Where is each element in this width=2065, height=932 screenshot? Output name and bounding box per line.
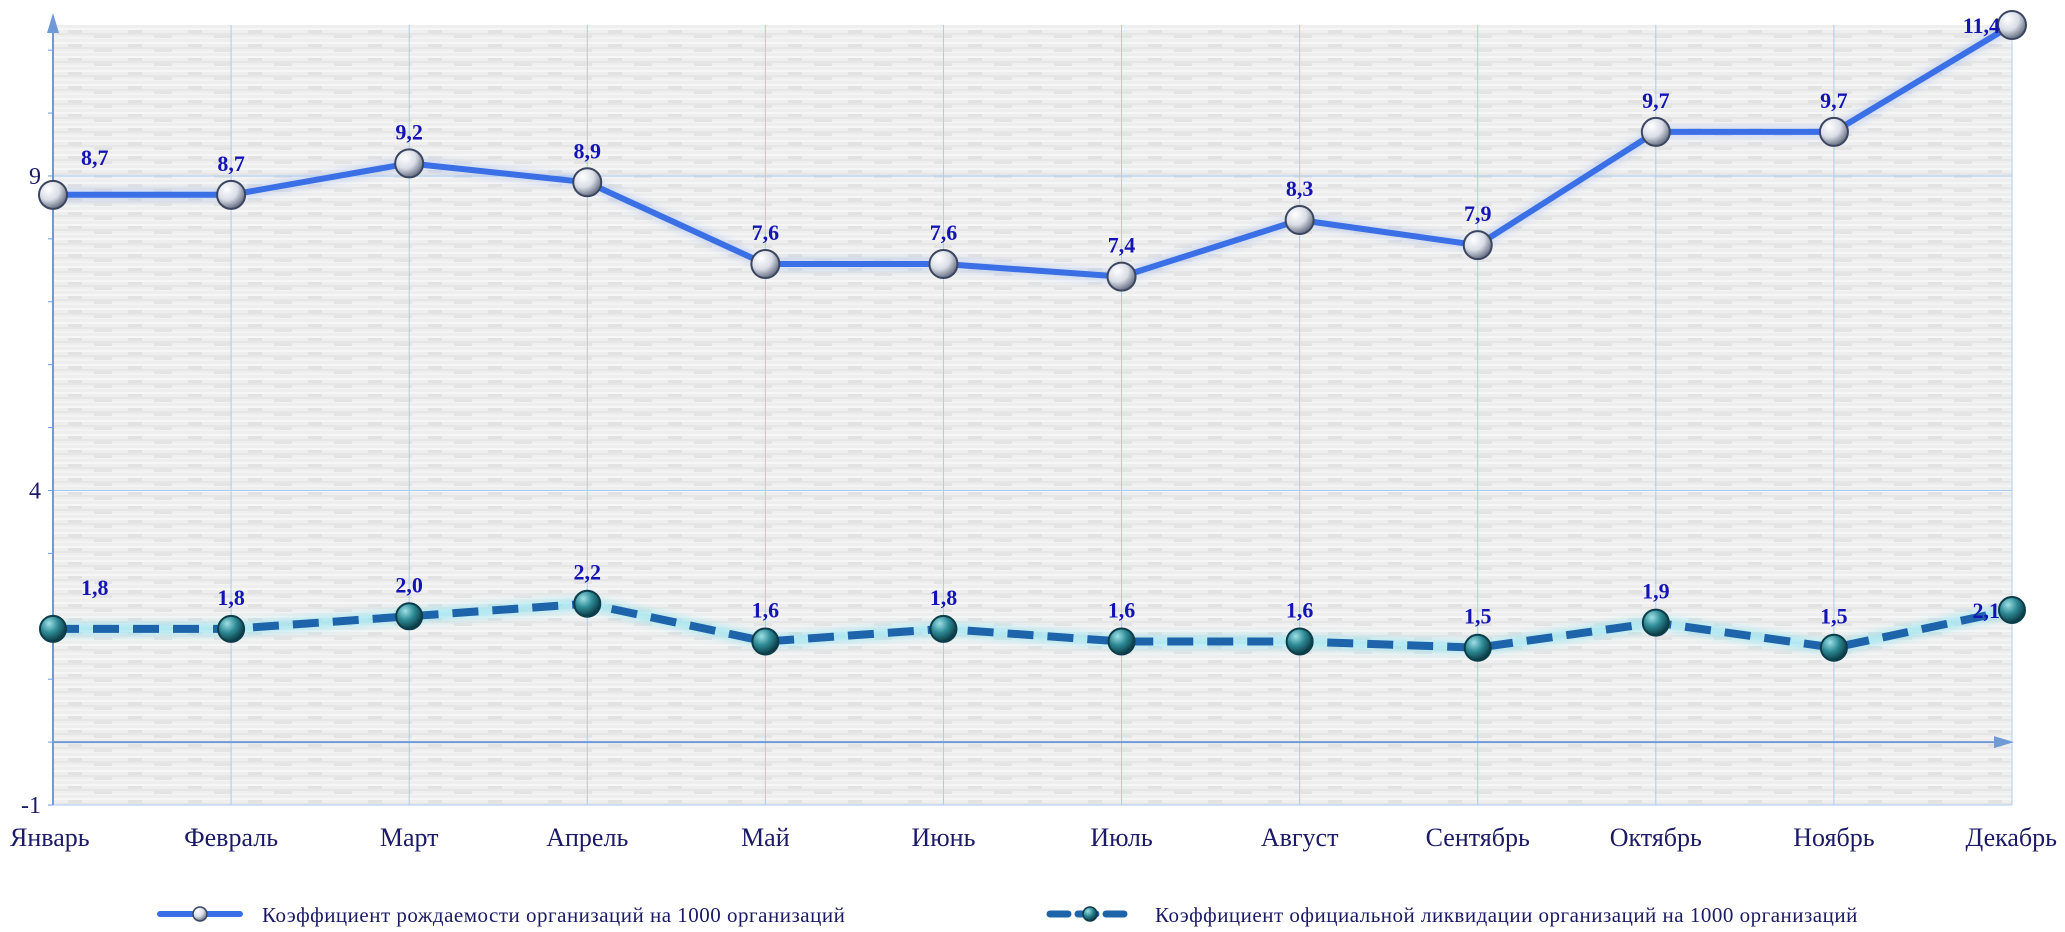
data-label: 8,9 bbox=[574, 138, 602, 163]
data-label: 1,8 bbox=[217, 585, 245, 610]
plot-background bbox=[53, 25, 2012, 805]
x-category-label: Май bbox=[741, 823, 790, 852]
y-tick-label: 4 bbox=[29, 478, 41, 504]
data-point-marker bbox=[751, 627, 780, 656]
y-tick-label: -1 bbox=[21, 793, 41, 819]
data-label: 7,4 bbox=[1108, 233, 1136, 258]
data-point-marker bbox=[217, 614, 246, 643]
data-point-marker bbox=[1106, 261, 1137, 292]
data-label: 2,2 bbox=[574, 560, 602, 585]
y-axis-ticks: 9 4 -1 bbox=[21, 164, 41, 819]
x-category-label: Июль bbox=[1090, 823, 1153, 852]
legend-item-1: Коэффициент рождаемости организаций на 1… bbox=[157, 903, 845, 927]
dashed-series-line bbox=[53, 599, 2013, 652]
data-point-marker bbox=[750, 249, 781, 280]
data-label: 8,7 bbox=[217, 151, 245, 176]
series-2: 1,8 1,8 2,0 2,2 1,6 1,8 1,6 1,6 1,5 1,9 1,5 2,1 bbox=[39, 560, 2026, 662]
x-category-label: Июнь bbox=[911, 823, 975, 852]
data-point-marker bbox=[1463, 633, 1492, 662]
data-label: 8,7 bbox=[81, 145, 109, 170]
axes bbox=[47, 13, 2014, 806]
x-category-label: Март bbox=[380, 823, 439, 852]
data-point-marker bbox=[572, 167, 603, 198]
solid-series-line bbox=[50, 22, 2015, 280]
x-category-label: Апрель bbox=[546, 823, 628, 852]
data-point-marker bbox=[928, 249, 959, 280]
data-label: 7,6 bbox=[752, 220, 780, 245]
data-point-marker bbox=[39, 614, 67, 643]
series-1: 8,7 8,7 9,2 8,9 7,6 7,6 7,4 8,3 7,9 9,7 9,7 11,4 bbox=[38, 10, 2027, 292]
data-label: 7,9 bbox=[1464, 201, 1492, 226]
data-label: 1,6 bbox=[1286, 597, 1314, 622]
x-category-label: Январь bbox=[10, 823, 90, 852]
data-point-marker bbox=[1997, 10, 2027, 40]
x-axis-arrow bbox=[1994, 736, 2014, 749]
data-label: 2,1 bbox=[1973, 598, 2001, 623]
data-point-marker bbox=[1641, 608, 1670, 637]
x-category-label: Октябрь bbox=[1610, 823, 1702, 852]
data-label: 1,9 bbox=[1642, 579, 1670, 604]
data-label: 11,4 bbox=[1963, 13, 2000, 38]
x-category-label: Декабрь bbox=[1966, 823, 2058, 852]
legend-label: Коэффициент рождаемости организаций на 1… bbox=[262, 903, 845, 927]
data-point-marker bbox=[1107, 627, 1136, 656]
legend-item-2: Коэффициент официальной ликвидации орган… bbox=[1046, 903, 1858, 927]
legend-label: Коэффициент официальной ликвидации орган… bbox=[1155, 903, 1858, 927]
x-category-label: Сентябрь bbox=[1426, 823, 1530, 852]
data-point-marker bbox=[1998, 596, 2026, 624]
legend-marker-swatch bbox=[192, 906, 208, 922]
data-label: 9,7 bbox=[1642, 88, 1670, 113]
data-label: 1,5 bbox=[1820, 604, 1848, 629]
data-label: 9,2 bbox=[395, 119, 423, 144]
data-point-marker bbox=[216, 179, 247, 210]
series-layer: 8,7 8,7 9,2 8,9 7,6 7,6 7,4 8,3 7,9 9,7 9,7 11,4 1,8… bbox=[38, 10, 2027, 662]
data-point-marker bbox=[573, 589, 602, 618]
y-tick-label: 9 bbox=[29, 164, 41, 190]
grid-lines bbox=[48, 25, 2013, 806]
data-point-marker bbox=[1285, 627, 1314, 656]
x-category-label: Август bbox=[1261, 823, 1339, 852]
data-point-marker bbox=[1819, 633, 1848, 662]
data-label: 7,6 bbox=[930, 220, 958, 245]
data-label: 1,5 bbox=[1464, 604, 1492, 629]
data-point-marker bbox=[38, 179, 68, 210]
data-point-marker bbox=[1462, 230, 1493, 261]
data-label: 9,7 bbox=[1820, 88, 1848, 113]
x-category-label: Февраль bbox=[184, 823, 278, 852]
data-point-marker bbox=[1818, 116, 1849, 147]
x-axis-labels: Январь Февраль Март Апрель Май Июнь Июль Август… bbox=[10, 823, 2057, 852]
legend-marker-swatch bbox=[1082, 906, 1098, 922]
data-label: 1,8 bbox=[81, 575, 109, 600]
legend: Коэффициент рождаемости организаций на 1… bbox=[157, 903, 1858, 927]
data-label: 1,8 bbox=[930, 585, 958, 610]
data-label: 8,3 bbox=[1286, 176, 1314, 201]
data-label: 1,6 bbox=[752, 597, 780, 622]
data-point-marker bbox=[929, 614, 958, 643]
data-label: 2,0 bbox=[395, 572, 423, 597]
x-category-label: Ноябрь bbox=[1793, 823, 1874, 852]
data-point-marker bbox=[394, 148, 425, 179]
data-point-marker bbox=[395, 602, 424, 631]
y-axis-arrow bbox=[47, 13, 59, 33]
data-point-marker bbox=[1640, 116, 1671, 147]
data-label: 1,6 bbox=[1108, 597, 1136, 622]
data-point-marker bbox=[1284, 205, 1315, 235]
